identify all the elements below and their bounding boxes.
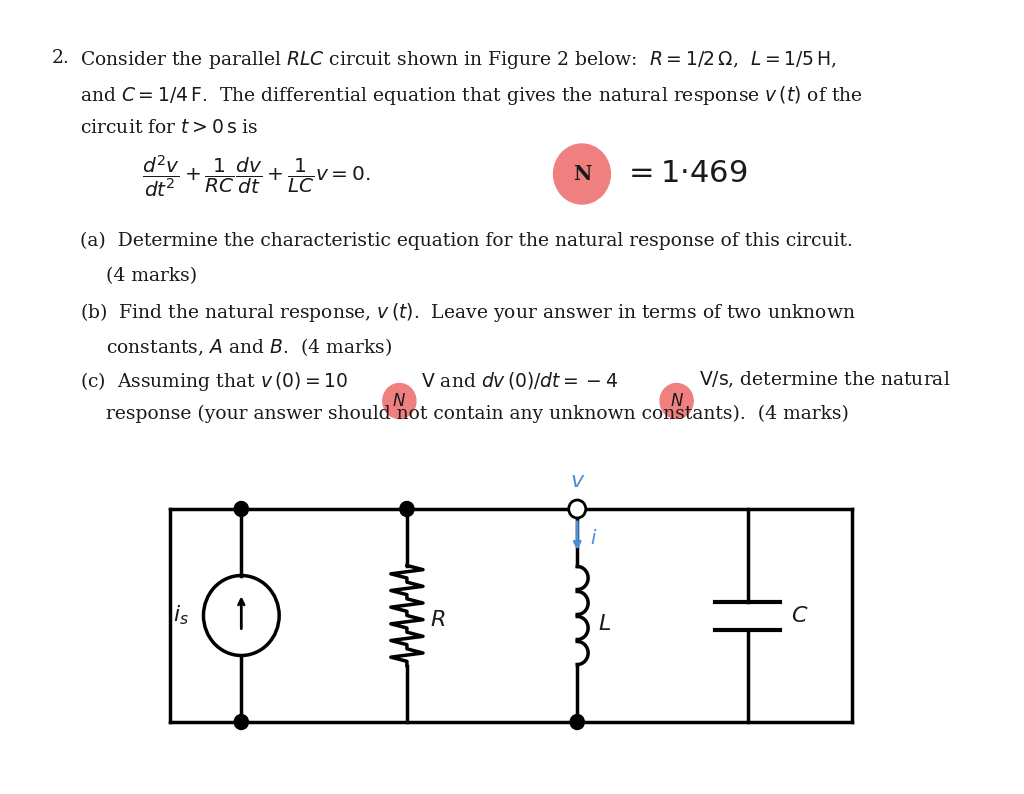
Text: $v$: $v$	[569, 470, 585, 492]
Circle shape	[554, 144, 610, 204]
Text: 2.: 2.	[52, 49, 70, 67]
Text: $= 1{\cdot}469$: $= 1{\cdot}469$	[623, 159, 748, 190]
Circle shape	[234, 502, 249, 517]
Circle shape	[568, 500, 586, 518]
Text: $L$: $L$	[598, 612, 611, 634]
Text: and $C = 1/4\,\mathrm{F}$.  The differential equation that gives the natural res: and $C = 1/4\,\mathrm{F}$. The different…	[81, 84, 863, 107]
Text: N: N	[572, 164, 591, 184]
Circle shape	[383, 384, 416, 418]
Text: $i$: $i$	[590, 530, 597, 549]
Text: $\,\mathrm{V}$ and $dv\,(0)/dt = -4$: $\,\mathrm{V}$ and $dv\,(0)/dt = -4$	[418, 370, 618, 391]
Text: circuit for $t > 0\,\mathrm{s}$ is: circuit for $t > 0\,\mathrm{s}$ is	[81, 119, 259, 137]
Text: $\mathit{N}$: $\mathit{N}$	[392, 392, 407, 410]
Text: (a)  Determine the characteristic equation for the natural response of this circ: (a) Determine the characteristic equatio…	[81, 232, 853, 250]
Text: response (your answer should not contain any unknown constants).  (4 marks): response (your answer should not contain…	[106, 405, 849, 423]
Circle shape	[234, 715, 249, 730]
Text: $\dfrac{d^2v}{dt^2} + \dfrac{1}{RC}\dfrac{dv}{dt} + \dfrac{1}{LC}v = 0.$: $\dfrac{d^2v}{dt^2} + \dfrac{1}{RC}\dfra…	[142, 153, 371, 198]
Circle shape	[660, 384, 693, 418]
Text: (c)  Assuming that $v\,(0) = 10$: (c) Assuming that $v\,(0) = 10$	[81, 370, 349, 393]
Text: Consider the parallel $\mathit{RLC}$ circuit shown in Figure 2 below:  $R = 1/2\: Consider the parallel $\mathit{RLC}$ cir…	[81, 49, 838, 71]
Text: (b)  Find the natural response, $v\,(t)$.  Leave your answer in terms of two unk: (b) Find the natural response, $v\,(t)$.…	[81, 301, 856, 324]
Text: $i_s$: $i_s$	[173, 603, 189, 627]
Circle shape	[570, 715, 585, 730]
Text: $\mathit{N}$: $\mathit{N}$	[670, 392, 684, 410]
Text: (4 marks): (4 marks)	[106, 267, 197, 285]
Text: $C$: $C$	[792, 604, 809, 626]
Text: $R$: $R$	[430, 610, 445, 631]
Text: $\,\mathrm{V/s}$, determine the natural: $\,\mathrm{V/s}$, determine the natural	[696, 370, 951, 391]
Text: constants, $A$ and $B$.  (4 marks): constants, $A$ and $B$. (4 marks)	[106, 336, 392, 358]
Circle shape	[399, 502, 414, 517]
